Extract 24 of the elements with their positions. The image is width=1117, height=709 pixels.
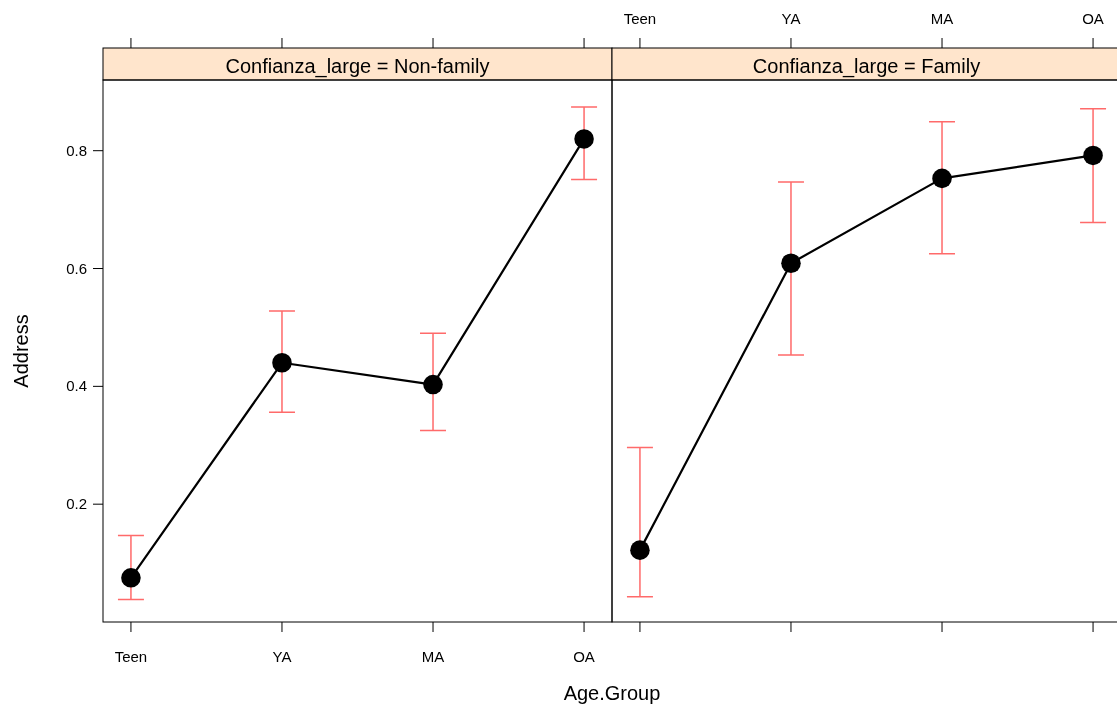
y-tick-label: 0.8 — [66, 141, 87, 159]
chart-title: Confianza_large = Family — [752, 55, 981, 78]
x-tick-label: Teen — [623, 10, 657, 27]
y-tick-label: 0.2 — [66, 495, 87, 513]
point — [630, 540, 650, 560]
x-tick-label: YA — [781, 10, 801, 27]
y-tick-label: 0.6 — [66, 259, 87, 277]
x-tick-label: OA — [1082, 10, 1104, 27]
point — [272, 353, 292, 373]
y-tick-label: 0.4 — [66, 377, 87, 395]
point — [121, 568, 141, 588]
x-axis-title: Age.Group — [563, 682, 661, 704]
point — [574, 129, 594, 149]
x-tick-label: MA — [930, 10, 954, 27]
point — [1083, 145, 1103, 166]
x-tick-label: YA — [272, 648, 292, 665]
x-tick-label: Teen — [114, 648, 148, 665]
point — [423, 374, 443, 395]
chart-title: Confianza_large = Non-family — [225, 55, 490, 78]
point — [932, 168, 952, 189]
point — [781, 253, 801, 273]
x-tick-label: MA — [421, 648, 445, 665]
y-axis-title: Address — [10, 314, 32, 388]
x-tick-label: OA — [573, 648, 595, 665]
